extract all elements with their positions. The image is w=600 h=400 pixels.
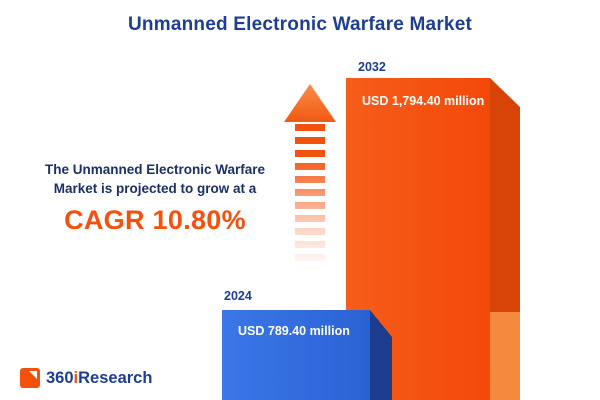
logo-text-360: 360 bbox=[46, 368, 74, 387]
bar-2024-side-face bbox=[370, 310, 392, 400]
bar-2032-year-label: 2032 bbox=[358, 60, 386, 74]
logo-text-research: Research bbox=[78, 368, 153, 387]
cagr-value: CAGR 10.80% bbox=[64, 205, 246, 235]
growth-arrow-icon bbox=[284, 84, 336, 286]
logo-text: 360iResearch bbox=[46, 369, 152, 388]
logo-text-i: i bbox=[73, 368, 79, 387]
bar-2032-value-label: USD 1,794.40 million bbox=[362, 94, 485, 108]
page-title: Unmanned Electronic Warfare Market bbox=[128, 14, 472, 35]
brand-logo: 360iResearch bbox=[20, 368, 152, 388]
annotation-line-1: The Unmanned Electronic Warfare bbox=[44, 162, 266, 177]
bar-2024-value-label: USD 789.40 million bbox=[238, 324, 350, 338]
bar-2032-side-face bbox=[490, 78, 520, 400]
arrow-fade-overlay bbox=[284, 154, 336, 286]
growth-annotation: The Unmanned Electronic Warfare Market i… bbox=[15, 160, 295, 236]
annotation-line-2: Market is projected to grow at a bbox=[53, 181, 257, 196]
bar-2024-year-label: 2024 bbox=[224, 289, 252, 303]
arrow-head-icon bbox=[284, 84, 336, 122]
bar-2024 bbox=[222, 310, 370, 400]
logo-mark-icon bbox=[20, 368, 40, 388]
logo-notch-icon bbox=[29, 371, 37, 379]
